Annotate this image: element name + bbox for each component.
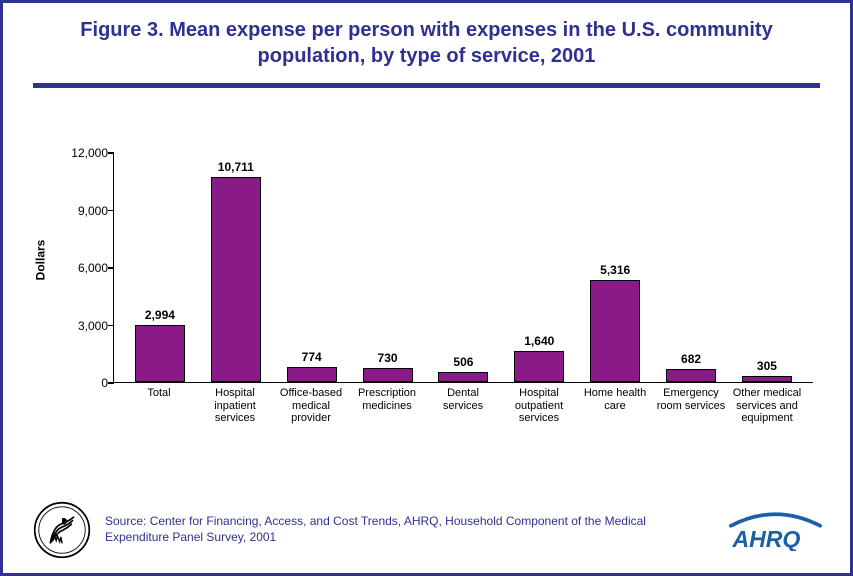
bar bbox=[742, 376, 792, 382]
bar bbox=[287, 367, 337, 382]
bar-group: 682 bbox=[656, 352, 726, 382]
bar-value-label: 1,640 bbox=[524, 334, 554, 348]
y-tick-label: 6,000 bbox=[53, 261, 108, 275]
x-category-label: Home health care bbox=[580, 387, 650, 425]
bar-group: 2,994 bbox=[125, 308, 195, 382]
x-category-label: Hospital outpatient services bbox=[504, 387, 574, 425]
bar-group: 730 bbox=[353, 351, 423, 382]
x-category-label: Prescription medicines bbox=[352, 387, 422, 425]
y-tick bbox=[108, 152, 114, 154]
chart-area: Dollars 2,99410,7117747305061,6405,31668… bbox=[58, 153, 818, 463]
x-category-label: Total bbox=[124, 387, 194, 425]
bar bbox=[666, 369, 716, 382]
y-tick-label: 12,000 bbox=[53, 146, 108, 160]
bar bbox=[514, 351, 564, 382]
bar-group: 5,316 bbox=[580, 263, 650, 382]
bar bbox=[363, 368, 413, 382]
svg-text:AHRQ: AHRQ bbox=[731, 526, 800, 551]
y-tick bbox=[108, 210, 114, 212]
x-category-label: Dental services bbox=[428, 387, 498, 425]
y-axis-label: Dollars bbox=[33, 240, 47, 281]
bar-value-label: 682 bbox=[681, 352, 701, 366]
figure-title: Figure 3. Mean expense per person with e… bbox=[3, 3, 850, 77]
bar bbox=[211, 177, 261, 382]
plot-region: 2,994 10,711 774 730 506 1,640 5,316 682 305 bbox=[113, 153, 813, 383]
hhs-logo-icon bbox=[33, 501, 91, 559]
y-tick-label: 9,000 bbox=[53, 204, 108, 218]
y-tick-label: 3,000 bbox=[53, 319, 108, 333]
bar-value-label: 10,711 bbox=[218, 160, 254, 174]
bar-group: 1,640 bbox=[504, 334, 574, 382]
bar-group: 506 bbox=[428, 355, 498, 382]
ahrq-logo-icon: AHRQ bbox=[728, 509, 823, 551]
bar-value-label: 305 bbox=[757, 359, 777, 373]
x-category-label: Other medical services and equipment bbox=[732, 387, 802, 425]
bar-value-label: 730 bbox=[378, 351, 398, 365]
y-tick-label: 0 bbox=[53, 376, 108, 390]
x-labels-container: TotalHospital inpatient servicesOffice-b… bbox=[113, 387, 813, 425]
x-category-label: Office-based medical provider bbox=[276, 387, 346, 425]
figure-footer: Source: Center for Financing, Access, an… bbox=[33, 501, 823, 559]
x-category-label: Hospital inpatient services bbox=[200, 387, 270, 425]
y-tick bbox=[108, 382, 114, 384]
bar bbox=[135, 325, 185, 382]
bar-value-label: 774 bbox=[302, 350, 322, 364]
bar-value-label: 2,994 bbox=[145, 308, 175, 322]
bar-group: 305 bbox=[732, 359, 802, 382]
bar bbox=[590, 280, 640, 382]
y-tick bbox=[108, 267, 114, 269]
source-text: Source: Center for Financing, Access, an… bbox=[105, 514, 655, 545]
bar bbox=[438, 372, 488, 382]
figure-frame: Figure 3. Mean expense per person with e… bbox=[0, 0, 853, 576]
bars-container: 2,994 10,711 774 730 506 1,640 5,316 682 305 bbox=[114, 153, 813, 382]
bar-value-label: 506 bbox=[453, 355, 473, 369]
bar-group: 10,711 bbox=[201, 160, 271, 382]
title-divider bbox=[33, 83, 820, 88]
bar-group: 774 bbox=[277, 350, 347, 382]
x-category-label: Emergency room services bbox=[656, 387, 726, 425]
bar-value-label: 5,316 bbox=[600, 263, 630, 277]
y-tick bbox=[108, 325, 114, 327]
